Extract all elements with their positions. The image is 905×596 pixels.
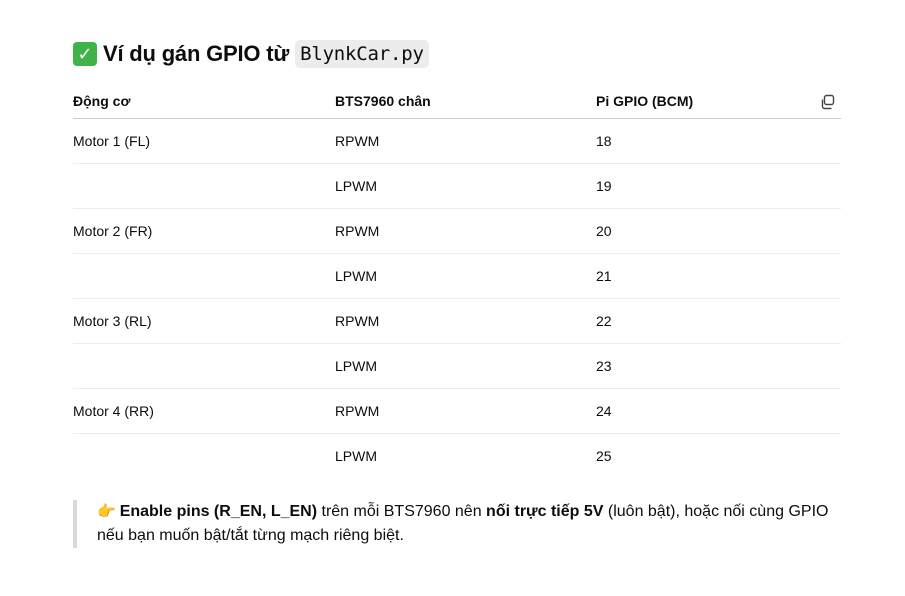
table-header-row: Động cơ BTS7960 chân Pi GPIO (BCM) <box>73 84 841 119</box>
enable-pins-note: 👉 Enable pins (R_EN, L_EN) trên mỗi BTS79… <box>73 500 841 548</box>
table-row: LPWM 21 <box>73 253 841 299</box>
section-heading: ✓ Ví dụ gán GPIO từ BlynkCar.py <box>73 38 429 70</box>
table-row: Motor 4 (RR) RPWM 24 <box>73 388 841 434</box>
header-bts7960-pin: BTS7960 chân <box>335 84 596 119</box>
cell-pin: RPWM <box>335 388 596 434</box>
note-bold-5v: nối trực tiếp 5V <box>486 503 604 520</box>
cell-motor: Motor 3 (RL) <box>73 298 335 344</box>
cell-motor <box>73 343 335 389</box>
cell-pin: RPWM <box>335 298 596 344</box>
cell-motor: Motor 1 (FL) <box>73 118 335 164</box>
table-row: Motor 3 (RL) RPWM 22 <box>73 298 841 344</box>
table-row: LPWM 19 <box>73 163 841 209</box>
cell-gpio: 19 <box>596 163 841 209</box>
cell-motor <box>73 434 335 479</box>
cell-pin: LPWM <box>335 253 596 299</box>
table-row: LPWM 23 <box>73 343 841 389</box>
cell-gpio: 22 <box>596 298 841 344</box>
table-row: LPWM 25 <box>73 434 841 479</box>
cell-motor <box>73 253 335 299</box>
cell-motor: Motor 2 (FR) <box>73 208 335 254</box>
table-row: Motor 2 (FR) RPWM 20 <box>73 208 841 254</box>
cell-gpio: 25 <box>596 448 612 464</box>
cell-motor <box>73 163 335 209</box>
gpio-mapping-table: Động cơ BTS7960 chân Pi GPIO (BCM) Motor… <box>73 84 841 478</box>
cell-gpio: 23 <box>596 343 841 389</box>
check-mark-icon: ✓ <box>73 42 97 66</box>
note-text-1: trên mỗi BTS7960 nên <box>317 503 487 520</box>
heading-code-filename: BlynkCar.py <box>295 40 429 68</box>
cell-pin: RPWM <box>335 118 596 164</box>
cell-pin: LPWM <box>335 343 596 389</box>
pointing-hand-icon: 👉 <box>97 503 116 520</box>
cell-motor: Motor 4 (RR) <box>73 388 335 434</box>
table-row: Motor 1 (FL) RPWM 18 <box>73 118 841 164</box>
note-bold-enable-pins: Enable pins (R_EN, L_EN) <box>119 503 318 520</box>
cell-gpio: 21 <box>596 253 841 299</box>
note-text-2: (luôn bật), hoặc nối cùng GPIO nếu bạn m… <box>97 503 829 544</box>
cell-pin: RPWM <box>335 208 596 254</box>
heading-text: Ví dụ gán GPIO từ <box>103 41 290 66</box>
header-pi-gpio: Pi GPIO (BCM) <box>596 84 841 119</box>
header-motor: Động cơ <box>73 84 335 119</box>
cell-pin: LPWM <box>335 448 377 464</box>
cell-gpio: 18 <box>596 118 841 164</box>
cell-gpio: 24 <box>596 388 841 434</box>
cell-pin: LPWM <box>335 163 596 209</box>
cell-gpio: 20 <box>596 208 841 254</box>
